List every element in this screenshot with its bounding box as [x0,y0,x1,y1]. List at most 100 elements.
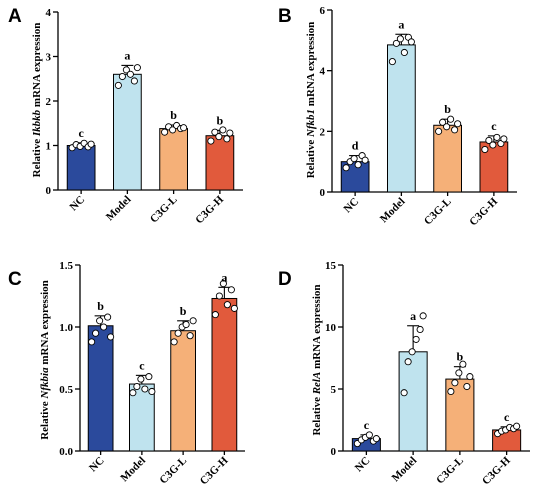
panel-letter: C [8,269,22,290]
data-point [227,286,235,294]
significance-letter: a [124,48,130,62]
data-point [107,333,115,341]
bar-c3g-l [433,124,462,193]
data-point [447,115,455,123]
data-point [443,123,451,131]
y-tick-label: 4 [46,7,52,19]
data-point [489,141,497,149]
y-tick-label: 1 [46,141,52,153]
data-point [126,70,134,78]
data-point [211,311,219,319]
data-point [230,304,238,312]
significance-letter: a [221,270,227,284]
y-tick-label: 1.0 [59,322,73,334]
significance-letter: b [170,108,177,122]
data-point [419,312,427,320]
data-point [463,382,471,391]
data-point [141,385,149,393]
data-point [404,358,412,366]
data-point [174,329,182,337]
significance-letter: b [180,304,187,318]
data-point [180,124,188,132]
data-point [87,140,95,148]
bar-model [398,351,428,452]
data-point [350,155,358,163]
data-point [170,338,178,346]
data-point [161,128,169,136]
data-point [148,387,156,396]
data-point [129,389,137,397]
significance-letter: d [352,139,359,153]
category-label: C3G-L [434,455,466,487]
data-point [500,135,508,143]
data-point [439,118,447,126]
data-point [114,81,122,89]
y-tick-label: 0.5 [59,384,73,396]
y-label-prefix: Relative [31,136,43,177]
y-tick-label: 0.0 [59,446,73,458]
data-point [365,431,373,439]
bar-nc [66,145,96,191]
data-point [130,77,138,85]
data-point [481,145,489,154]
data-point [88,338,96,346]
y-tick-label: 6 [320,5,326,17]
data-point [372,435,380,443]
category-label: Model [390,455,420,485]
data-point [400,389,408,397]
y-axis-label: Relative Ikbkb mRNA expression [31,23,43,178]
data-point [137,375,145,383]
data-point [493,133,501,141]
bar-c3g-l [159,128,188,191]
data-point [118,72,126,81]
data-point [354,161,362,169]
significance-letter: b [217,113,224,127]
significance-letter: a [410,309,416,323]
data-point [211,128,219,136]
y-tick-label: 0 [331,446,337,458]
y-tick-label: 0 [320,187,326,199]
data-point [215,292,223,300]
data-point [435,127,443,135]
significance-letter: c [504,410,510,424]
data-point [400,48,408,57]
data-point [186,332,194,340]
category-label: C3G-H [480,454,513,487]
y-axis-label: Relative Nfkbia mRNA expression [39,280,51,440]
y-label-prefix: Relative [39,399,51,440]
data-point [459,360,467,368]
significance-letter: c [364,418,370,432]
data-point [454,120,462,128]
data-point [219,280,227,288]
data-point [513,422,521,430]
data-point [133,382,141,391]
y-label-gene: Ikbkb [31,109,43,137]
category-label: C3G-H [193,193,226,226]
data-point [447,387,455,396]
category-label: C3G-L [148,194,180,226]
data-point [416,325,424,334]
data-point [189,317,197,325]
category-label: NC [353,455,373,475]
y-label-prefix: Relative [305,137,317,178]
data-point [451,126,459,134]
data-point [412,335,420,343]
y-label-suffix: mRNA expression [39,280,51,367]
data-point [407,38,415,46]
y-axis-label: Relative Nfkb1 mRNA expression [305,22,317,179]
data-point [182,320,190,329]
data-point [408,348,416,356]
panel-letter: D [278,269,292,290]
bar-model [387,44,416,193]
bar-c3g-h [211,297,238,452]
data-point [104,313,112,321]
data-point [466,373,474,381]
category-label: Model [378,196,408,226]
data-point [207,137,215,145]
y-axis-label: Relative RelA mRNA expression [311,284,323,435]
significance-letter: c [139,358,145,372]
y-tick-label: 3 [46,52,52,64]
